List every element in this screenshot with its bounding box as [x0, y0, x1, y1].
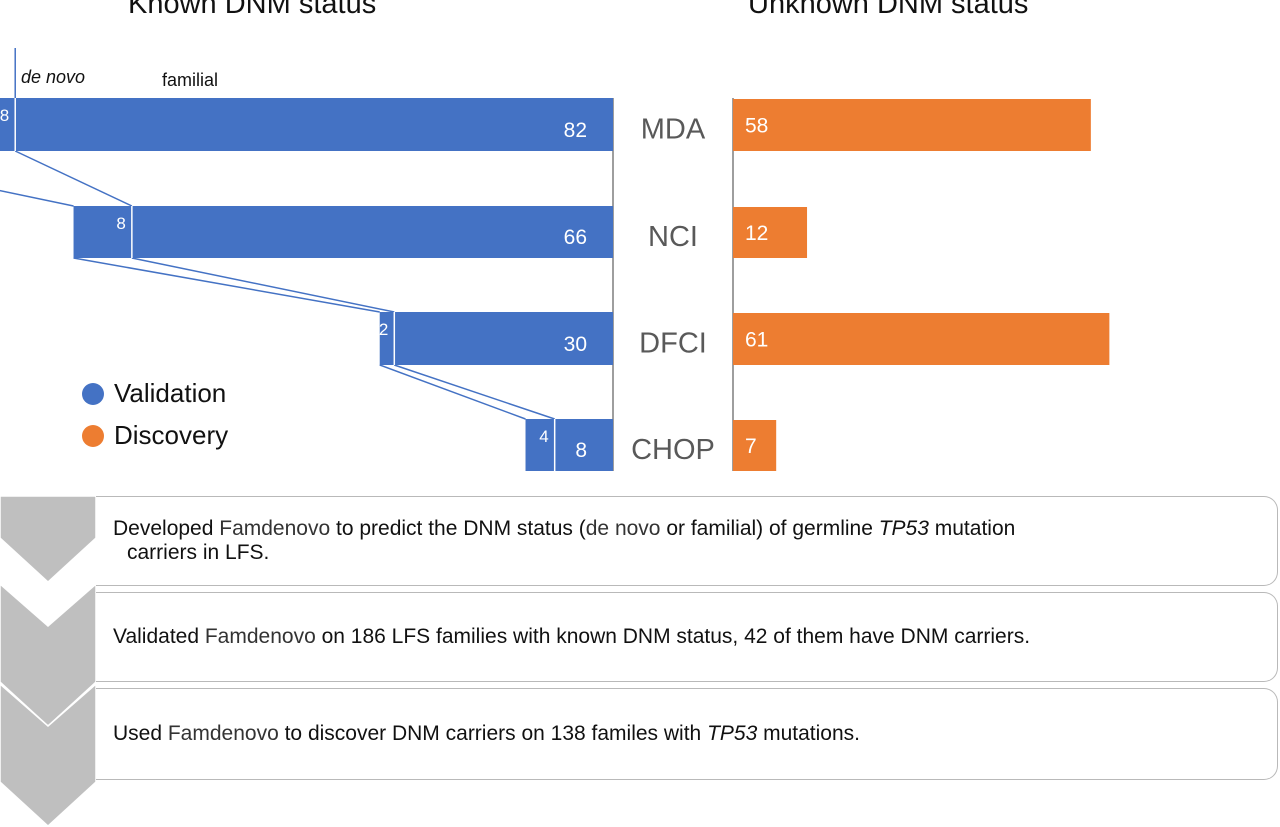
dnm-status-figure: Known DNM status Unknown DNM status de n… — [0, 0, 1110, 471]
validation-bar — [73, 206, 614, 258]
step-3-text: Used Famdenovo to discover DNM carriers … — [113, 722, 860, 745]
de-novo-count-label: 8 — [116, 214, 125, 233]
familial-count-label: 30 — [564, 333, 587, 356]
step-2-box: Validated Famdenovo on 186 LFS families … — [96, 592, 1278, 682]
de-novo-count-label: 4 — [539, 427, 548, 446]
funnel-line — [14, 150, 133, 207]
validation-bar — [379, 312, 613, 365]
de-novo-column-label: de novo — [21, 67, 85, 87]
familial-count-label: 82 — [564, 119, 587, 142]
site-label: CHOP — [631, 434, 715, 466]
discovery-bar — [733, 313, 1110, 365]
legend-validation-dot — [82, 382, 104, 405]
step-2-text: Validated Famdenovo on 186 LFS families … — [113, 625, 1031, 648]
de-novo-count-label: 28 — [0, 106, 9, 125]
legend-discovery-label: Discovery — [114, 420, 229, 450]
legend-validation-label: Validation — [114, 378, 227, 408]
discovery-bar — [733, 207, 808, 258]
funnel-line — [0, 189, 74, 207]
familial-column-label: familial — [162, 70, 218, 90]
known-dnm-title: Known DNM status — [128, 0, 377, 20]
discovery-count-label: 12 — [745, 222, 768, 245]
site-label: NCI — [648, 221, 698, 253]
chevron-column — [0, 495, 97, 827]
discovery-count-label: 58 — [745, 115, 768, 138]
funnel-line — [394, 364, 555, 420]
chevron-step-1 — [0, 495, 97, 584]
chevron-step-3 — [0, 682, 97, 827]
funnel-line — [131, 257, 395, 313]
de-novo-count-label: 2 — [379, 320, 388, 339]
site-label: MDA — [641, 114, 706, 146]
chevron-step-2 — [0, 582, 97, 728]
validation-bar — [0, 98, 614, 151]
familial-count-label: 8 — [575, 439, 587, 462]
dnm-bar-chart: de novo familial 28 82 58 MDA 8 66 12 NCI 2 30 61 DFC… — [0, 48, 1110, 471]
discovery-bar — [733, 420, 777, 471]
legend-discovery-dot — [82, 424, 104, 447]
funnel-line — [73, 257, 380, 313]
process-steps: Developed Famdenovo to predict the DNM s… — [0, 488, 1280, 827]
familial-count-label: 66 — [564, 226, 587, 249]
discovery-bar — [733, 99, 1091, 151]
step-3-box: Used Famdenovo to discover DNM carriers … — [96, 688, 1278, 780]
legend-validation: Validation — [82, 378, 226, 409]
legend-discovery: Discovery — [82, 420, 228, 451]
discovery-count-label: 7 — [745, 435, 757, 458]
validation-bar — [525, 419, 613, 471]
site-label: DFCI — [639, 328, 707, 360]
step-1-text: Developed Famdenovo to predict the DNM s… — [113, 517, 1016, 564]
unknown-dnm-title: Unknown DNM status — [748, 0, 1029, 20]
discovery-count-label: 61 — [745, 329, 768, 352]
step-1-box: Developed Famdenovo to predict the DNM s… — [96, 496, 1278, 586]
funnel-line — [379, 364, 526, 420]
